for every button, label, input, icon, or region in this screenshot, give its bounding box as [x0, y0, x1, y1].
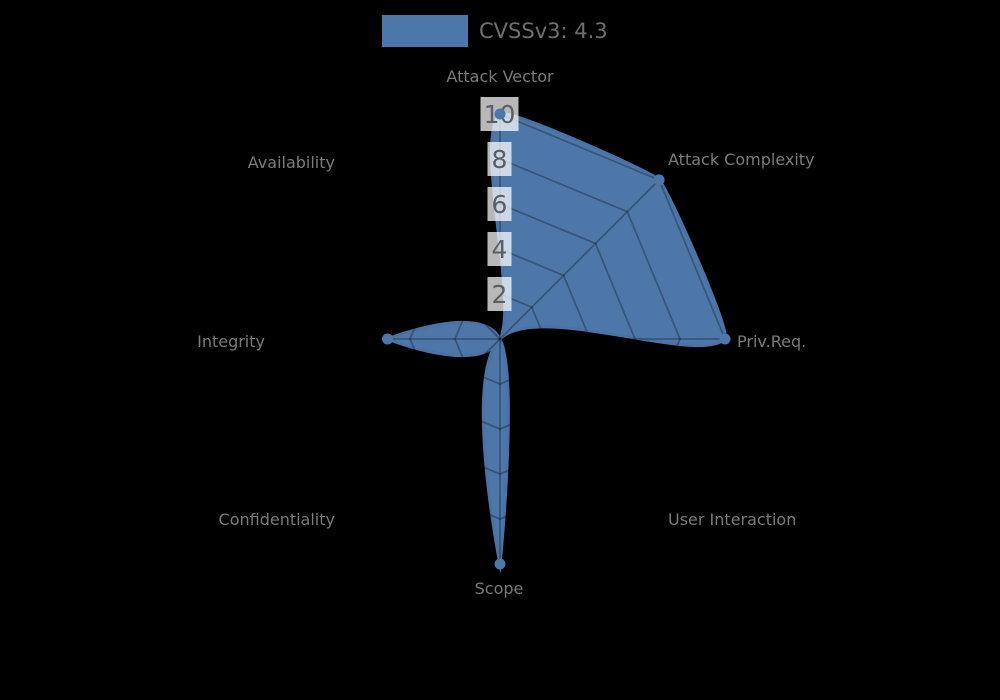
grid-spoke	[340, 338, 501, 499]
data-point-marker[interactable]	[719, 333, 731, 345]
grid-spoke	[340, 179, 501, 340]
axis-label-integrity: Integrity	[197, 332, 265, 351]
axis-label-scope: Scope	[475, 579, 524, 598]
data-point-marker[interactable]	[494, 558, 506, 570]
legend-swatch[interactable]	[382, 15, 468, 47]
grid-ring	[319, 158, 681, 520]
grid-ring	[454, 293, 546, 385]
tick-label-box	[487, 232, 512, 266]
axis-label-user-interaction: User Interaction	[668, 510, 796, 529]
tick-label-box	[487, 142, 512, 176]
grid-spoke	[499, 179, 660, 340]
tick-label: 4	[492, 235, 508, 264]
grid-ring	[364, 203, 636, 475]
axis-label-availability: Availability	[248, 153, 335, 172]
axis-labels: Attack Vector Attack Complexity Priv.Req…	[197, 67, 814, 598]
data-point-marker[interactable]	[382, 333, 393, 345]
axis-label-confidentiality: Confidentiality	[219, 510, 335, 529]
axis-label-attack-vector: Attack Vector	[446, 67, 554, 86]
grid-spoke	[499, 338, 660, 499]
legend-label: CVSSv3: 4.3	[479, 19, 608, 43]
data-point-marker[interactable]	[653, 174, 665, 186]
legend[interactable]: CVSSv3: 4.3	[382, 15, 608, 47]
plot-area: 246810	[274, 97, 731, 575]
tick-label-box	[487, 187, 512, 221]
tick-label: 2	[492, 280, 508, 309]
tick-label: 8	[492, 145, 508, 174]
axis-label-attack-complexity: Attack Complexity	[668, 150, 815, 169]
axis-label-priv-req: Priv.Req.	[737, 332, 806, 351]
grid-ring	[409, 248, 591, 430]
tick-label-box	[487, 277, 512, 311]
data-point-marker[interactable]	[494, 108, 506, 120]
tick-label: 6	[492, 190, 508, 219]
